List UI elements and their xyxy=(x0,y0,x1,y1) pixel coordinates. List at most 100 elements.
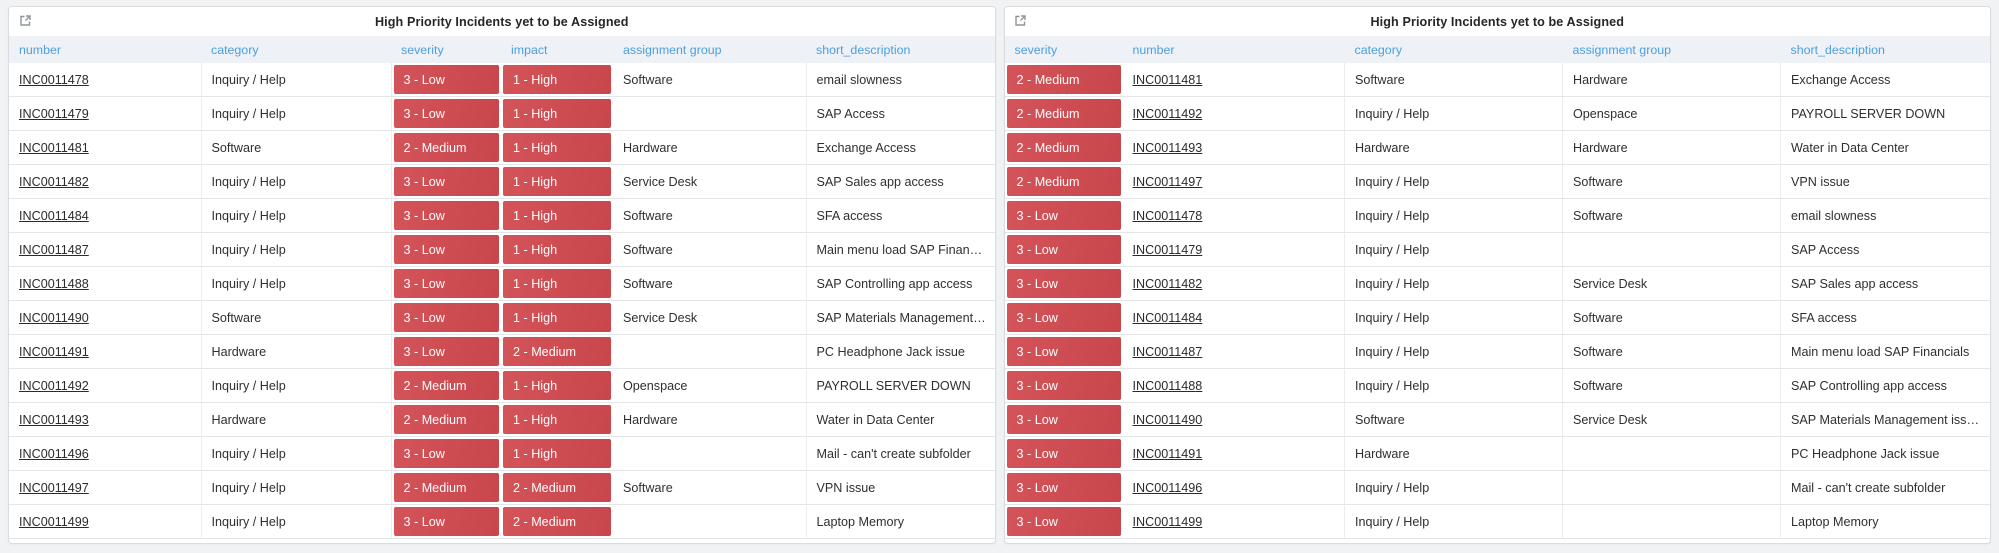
cell-number: INC0011497 xyxy=(9,470,202,505)
cell-assignment_group: Service Desk xyxy=(1562,266,1781,301)
cell-assignment_group: Openspace xyxy=(1562,96,1781,131)
column-header-category[interactable]: category xyxy=(1344,36,1563,63)
popout-icon[interactable] xyxy=(1012,11,1030,29)
cell-category: Inquiry / Help xyxy=(1344,470,1563,505)
cell-number: INC0011496 xyxy=(1122,470,1345,505)
cell-severity: 2 - Medium xyxy=(1004,63,1123,97)
cell-assignment_group: Software xyxy=(613,198,807,233)
impact-badge: 1 - High xyxy=(503,235,611,264)
column-header-number[interactable]: number xyxy=(9,36,201,63)
incident-link[interactable]: INC0011491 xyxy=(1132,446,1203,461)
column-header-short_description[interactable]: short_description xyxy=(806,36,995,63)
cell-severity: 3 - Low xyxy=(391,198,501,233)
incident-link[interactable]: INC0011490 xyxy=(19,310,89,325)
cell-number: INC0011479 xyxy=(9,96,202,131)
incident-link[interactable]: INC0011487 xyxy=(1132,344,1203,359)
incident-link[interactable]: INC0011488 xyxy=(1132,378,1203,393)
incident-link[interactable]: INC0011478 xyxy=(1132,208,1203,223)
impact-badge: 1 - High xyxy=(503,405,611,434)
incident-link[interactable]: INC0011496 xyxy=(19,446,89,461)
severity-badge: 3 - Low xyxy=(1006,303,1121,332)
cell-number: INC0011482 xyxy=(9,164,202,199)
cell-severity: 2 - Medium xyxy=(391,402,501,437)
incident-link[interactable]: INC0011492 xyxy=(1132,106,1203,121)
cell-short_description: SFA access xyxy=(1780,300,1990,335)
incident-link[interactable]: INC0011492 xyxy=(19,378,89,393)
incident-link[interactable]: INC0011488 xyxy=(19,276,89,291)
popout-icon[interactable] xyxy=(16,11,34,29)
incident-link[interactable]: INC0011479 xyxy=(1132,242,1203,257)
incident-link[interactable]: INC0011493 xyxy=(1132,140,1203,155)
incident-link[interactable]: INC0011482 xyxy=(1132,276,1203,291)
cell-number: INC0011491 xyxy=(9,334,202,369)
incident-link[interactable]: INC0011493 xyxy=(19,412,89,427)
cell-number: INC0011492 xyxy=(1122,96,1345,131)
incident-link[interactable]: INC0011482 xyxy=(19,174,89,189)
cell-severity: 3 - Low xyxy=(391,436,501,471)
column-header-severity[interactable]: severity xyxy=(1004,36,1123,63)
impact-badge: 2 - Medium xyxy=(503,507,611,536)
incident-link[interactable]: INC0011499 xyxy=(19,514,89,529)
report-header-right: High Priority Incidents yet to be Assign… xyxy=(1004,7,1990,36)
incident-link[interactable]: INC0011497 xyxy=(19,480,89,495)
incident-link[interactable]: INC0011496 xyxy=(1132,480,1203,495)
impact-badge: 1 - High xyxy=(503,133,611,162)
incident-link[interactable]: INC0011490 xyxy=(1132,412,1203,427)
impact-badge: 1 - High xyxy=(503,269,611,298)
cell-short_description: SFA access xyxy=(806,198,995,233)
cell-severity: 3 - Low xyxy=(1004,470,1123,505)
cell-short_description: VPN issue xyxy=(806,470,995,505)
table-row: INC0011493 Hardware 2 - Medium 1 - High Hard… xyxy=(9,402,995,437)
impact-badge: 1 - High xyxy=(503,439,611,468)
impact-badge: 1 - High xyxy=(503,371,611,400)
table-row: INC0011481 Software 2 - Medium 1 - High Hard… xyxy=(9,130,995,165)
incident-link[interactable]: INC0011499 xyxy=(1132,514,1203,529)
cell-short_description: Water in Data Center xyxy=(1780,130,1990,165)
severity-badge: 3 - Low xyxy=(393,167,499,196)
cell-assignment_group: Openspace xyxy=(613,368,807,403)
incident-link[interactable]: INC0011484 xyxy=(1132,310,1203,325)
cell-short_description: SAP Controlling app access xyxy=(1780,368,1990,403)
column-header-severity[interactable]: severity xyxy=(391,36,501,63)
cell-short_description: email slowness xyxy=(806,63,995,97)
severity-badge: 3 - Low xyxy=(1006,439,1121,468)
cell-severity: 3 - Low xyxy=(391,266,501,301)
cell-category: Inquiry / Help xyxy=(1344,300,1563,335)
cell-short_description: SAP Access xyxy=(806,96,995,131)
column-header-short_description[interactable]: short_description xyxy=(1780,36,1990,63)
table-row: INC0011482 Inquiry / Help 3 - Low 1 - High S… xyxy=(9,164,995,199)
column-header-assignment_group[interactable]: assignment group xyxy=(613,36,806,63)
cell-number: INC0011499 xyxy=(1122,504,1345,539)
incident-link[interactable]: INC0011487 xyxy=(19,242,89,257)
column-header-assignment_group[interactable]: assignment group xyxy=(1562,36,1781,63)
cell-severity: 3 - Low xyxy=(391,63,501,97)
table-row: 3 - Low INC0011478 Inquiry / Help Software e… xyxy=(1004,198,1990,233)
cell-assignment_group xyxy=(1562,436,1781,471)
incident-link[interactable]: INC0011491 xyxy=(19,344,89,359)
incident-link[interactable]: INC0011481 xyxy=(19,140,89,155)
incident-link[interactable]: INC0011497 xyxy=(1132,174,1203,189)
incident-link[interactable]: INC0011481 xyxy=(1132,72,1203,87)
column-header-category[interactable]: category xyxy=(201,36,391,63)
cell-short_description: SAP Access xyxy=(1780,232,1990,267)
severity-badge: 3 - Low xyxy=(393,303,499,332)
incident-link[interactable]: INC0011478 xyxy=(19,72,89,87)
severity-badge: 3 - Low xyxy=(393,507,499,536)
cell-assignment_group: Service Desk xyxy=(613,300,807,335)
column-header-impact[interactable]: impact xyxy=(501,36,613,63)
incident-link[interactable]: INC0011484 xyxy=(19,208,89,223)
incident-table-left: number category severity impact assignment g… xyxy=(9,36,995,539)
column-header-number[interactable]: number xyxy=(1122,36,1345,63)
cell-category: Hardware xyxy=(1344,130,1563,165)
table-row: INC0011487 Inquiry / Help 3 - Low 1 - High S… xyxy=(9,232,995,267)
severity-badge: 2 - Medium xyxy=(393,473,499,502)
cell-short_description: Laptop Memory xyxy=(1780,504,1990,539)
cell-severity: 2 - Medium xyxy=(391,368,501,403)
cell-assignment_group: Hardware xyxy=(1562,63,1781,97)
report-title: High Priority Incidents yet to be Assign… xyxy=(1370,14,1625,29)
severity-badge: 3 - Low xyxy=(393,439,499,468)
cell-category: Software xyxy=(201,300,392,335)
incident-link[interactable]: INC0011479 xyxy=(19,106,89,121)
cell-category: Inquiry / Help xyxy=(201,266,392,301)
